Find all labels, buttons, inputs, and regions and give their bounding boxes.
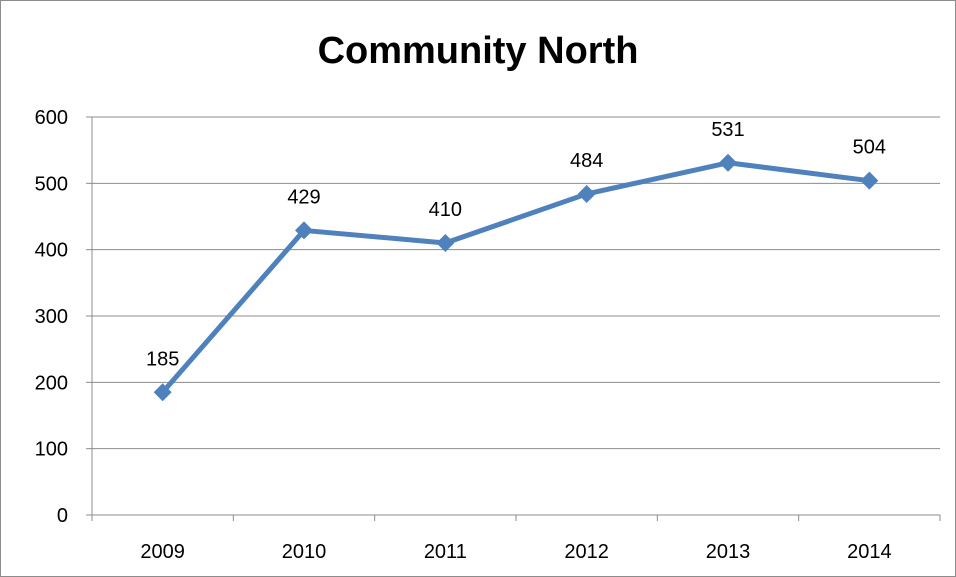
- data-label: 429: [287, 186, 320, 208]
- series-line: [163, 163, 870, 393]
- y-tick-label: 200: [35, 372, 68, 394]
- y-tick-label: 500: [35, 173, 68, 195]
- x-tick-label: 2009: [140, 541, 185, 563]
- x-tick-labels: 2009 2010 2011 2012 2013 2014: [140, 541, 891, 563]
- x-tick-label: 2011: [424, 541, 467, 563]
- data-point-marker: [578, 185, 596, 203]
- y-tick-label: 0: [57, 505, 68, 527]
- axes: [86, 117, 940, 521]
- series-line-group: [163, 163, 870, 393]
- y-tick-label: 100: [35, 439, 68, 461]
- y-tick-label: 400: [35, 240, 68, 262]
- x-tick-label: 2012: [564, 541, 609, 563]
- data-label: 410: [429, 199, 462, 221]
- data-label: 531: [711, 119, 744, 141]
- y-tick-label: 600: [35, 107, 68, 129]
- x-tick-label: 2010: [282, 541, 327, 563]
- data-labels: 185 429 410 484 531 504: [146, 119, 886, 371]
- data-point-marker: [719, 154, 737, 172]
- y-tick-labels: 0 100 200 300 400 500 600: [35, 107, 68, 527]
- gridlines: [92, 117, 940, 449]
- data-point-marker: [860, 172, 878, 190]
- x-tick-label: 2013: [706, 541, 751, 563]
- y-tick-label: 300: [35, 306, 68, 328]
- x-tick-label: 2014: [847, 541, 892, 563]
- data-label: 504: [853, 137, 886, 159]
- data-label: 484: [570, 150, 603, 172]
- data-label: 185: [146, 348, 179, 370]
